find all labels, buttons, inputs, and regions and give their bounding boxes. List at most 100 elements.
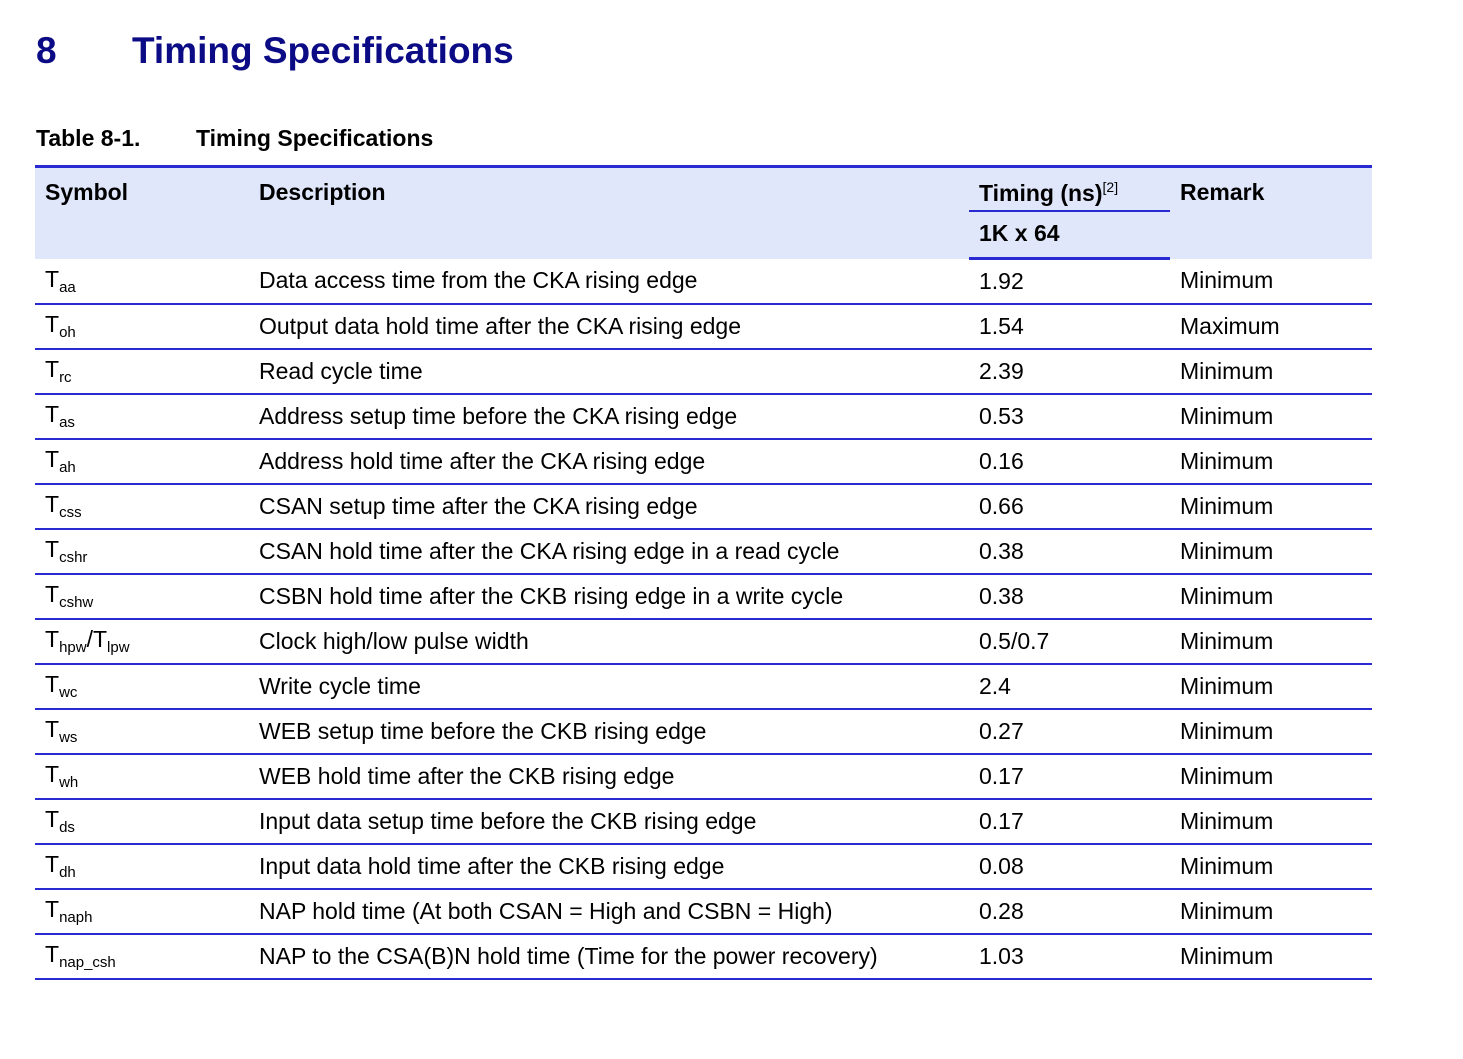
remark-cell: Minimum: [1170, 708, 1372, 755]
table-row: Twc Write cycle time 2.4 Minimum: [35, 663, 1372, 710]
symbol-cell: Trc: [35, 348, 249, 395]
symbol-base: T: [45, 851, 60, 877]
symbol-cell: Tas: [35, 393, 249, 440]
symbol-cell: Tcss: [35, 483, 249, 530]
description-cell: Input data hold time after the CKB risin…: [249, 843, 969, 890]
symbol-cell: Tah: [35, 438, 249, 485]
table-row: Tcshw CSBN hold time after the CKB rising…: [35, 573, 1372, 620]
table-row: Tcshr CSAN hold time after the CKA rising…: [35, 528, 1372, 575]
symbol-base: T: [45, 761, 60, 787]
remark-cell: Minimum: [1170, 528, 1372, 575]
table-row: Tcss CSAN setup time after the CKA rising…: [35, 483, 1372, 530]
symbol-subscript: dh: [59, 864, 76, 881]
symbol-subscript: naph: [59, 909, 93, 926]
symbol-base: T: [45, 356, 60, 382]
header-symbol: Symbol: [35, 165, 249, 259]
remark-cell: Minimum: [1170, 483, 1372, 530]
symbol-base: T: [45, 491, 60, 517]
description-cell: Data access time from the CKA rising edg…: [249, 258, 969, 305]
symbol-cell: Tds: [35, 798, 249, 845]
symbol-cell: Tnap_csh: [35, 933, 249, 980]
timing-cell: 0.08: [969, 843, 1170, 890]
description-cell: CSAN setup time after the CKA rising edg…: [249, 483, 969, 530]
remark-cell: Minimum: [1170, 348, 1372, 395]
remark-cell: Minimum: [1170, 888, 1372, 935]
header-timing-footnote: [2]: [1102, 179, 1119, 195]
symbol-subscript: as: [59, 414, 75, 431]
section-title: Timing Specifications: [132, 30, 514, 71]
timing-cell: 1.92: [969, 258, 1170, 305]
remark-cell: Minimum: [1170, 393, 1372, 440]
symbol-cell: Tdh: [35, 843, 249, 890]
header-timing-config: 1K x 64: [969, 210, 1170, 260]
symbol-base: /T: [86, 626, 108, 652]
header-timing-label: Timing (ns): [979, 180, 1103, 206]
remark-cell: Minimum: [1170, 798, 1372, 845]
table-row: Tas Address setup time before the CKA ris…: [35, 393, 1372, 440]
header-timing: Timing (ns)[2]: [969, 165, 1170, 212]
symbol-cell: Tnaph: [35, 888, 249, 935]
symbol-base: T: [45, 311, 60, 337]
timing-cell: 0.17: [969, 753, 1170, 800]
table-row: Taa Data access time from the CKA rising …: [35, 258, 1372, 305]
symbol-subscript: rc: [59, 369, 72, 386]
remark-cell: Minimum: [1170, 258, 1372, 305]
table-body: Taa Data access time from the CKA rising …: [35, 258, 1372, 980]
table-row: Twh WEB hold time after the CKB rising ed…: [35, 753, 1372, 800]
symbol-cell: Tcshr: [35, 528, 249, 575]
symbol-cell: Twc: [35, 663, 249, 710]
symbol-base: T: [45, 941, 60, 967]
section-heading: 8 Timing Specifications: [36, 30, 514, 72]
timing-cell: 0.38: [969, 573, 1170, 620]
timing-cell: 0.16: [969, 438, 1170, 485]
symbol-subscript: cshw: [59, 594, 94, 611]
symbol-subscript: ws: [59, 729, 78, 746]
table-caption-title: Timing Specifications: [196, 125, 434, 151]
header-remark: Remark: [1170, 165, 1372, 259]
remark-cell: Minimum: [1170, 438, 1372, 485]
table-row: Tdh Input data hold time after the CKB ri…: [35, 843, 1372, 890]
remark-cell: Minimum: [1170, 663, 1372, 710]
description-cell: CSBN hold time after the CKB rising edge…: [249, 573, 969, 620]
description-cell: WEB setup time before the CKB rising edg…: [249, 708, 969, 755]
table-row: Tnap_csh NAP to the CSA(B)N hold time (Ti…: [35, 933, 1372, 980]
symbol-subscript: nap_csh: [59, 954, 116, 971]
symbol-base: T: [45, 401, 60, 427]
symbol-subscript: aa: [59, 278, 76, 296]
timing-cell: 0.38: [969, 528, 1170, 575]
table-row: Toh Output data hold time after the CKA r…: [35, 303, 1372, 350]
table-row: Tah Address hold time after the CKA risin…: [35, 438, 1372, 485]
timing-cell: 2.39: [969, 348, 1170, 395]
symbol-subscript: hpw: [59, 639, 87, 656]
table-caption: Table 8-1. Timing Specifications: [36, 125, 433, 152]
section-number: 8: [36, 30, 57, 71]
description-cell: NAP to the CSA(B)N hold time (Time for t…: [249, 933, 969, 980]
timing-cell: 0.53: [969, 393, 1170, 440]
table-row: Thpw/Tlpw Clock high/low pulse width 0.5/0…: [35, 618, 1372, 665]
symbol-subscript: lpw: [107, 639, 130, 656]
description-cell: CSAN hold time after the CKA rising edge…: [249, 528, 969, 575]
table-row: Tds Input data setup time before the CKB …: [35, 798, 1372, 845]
symbol-subscript: wh: [59, 774, 79, 791]
symbol-base: T: [45, 716, 60, 742]
header-description: Description: [249, 165, 969, 259]
table-row: Tws WEB setup time before the CKB rising …: [35, 708, 1372, 755]
symbol-base: T: [45, 896, 60, 922]
timing-cell: 0.28: [969, 888, 1170, 935]
remark-cell: Minimum: [1170, 843, 1372, 890]
timing-cell: 0.5/0.7: [969, 618, 1170, 665]
symbol-cell: Tcshw: [35, 573, 249, 620]
timing-cell: 1.54: [969, 303, 1170, 350]
symbol-base: T: [45, 626, 60, 652]
description-cell: Address setup time before the CKA rising…: [249, 393, 969, 440]
symbol-cell: Tws: [35, 708, 249, 755]
symbol-cell: Thpw/Tlpw: [35, 618, 249, 665]
remark-cell: Minimum: [1170, 933, 1372, 980]
symbol-subscript: ah: [59, 459, 76, 476]
symbol-subscript: wc: [59, 684, 78, 701]
symbol-cell: Twh: [35, 753, 249, 800]
table-row: Trc Read cycle time 2.39 Minimum: [35, 348, 1372, 395]
symbol-subscript: css: [59, 504, 82, 521]
timing-cell: 2.4: [969, 663, 1170, 710]
timing-cell: 0.66: [969, 483, 1170, 530]
